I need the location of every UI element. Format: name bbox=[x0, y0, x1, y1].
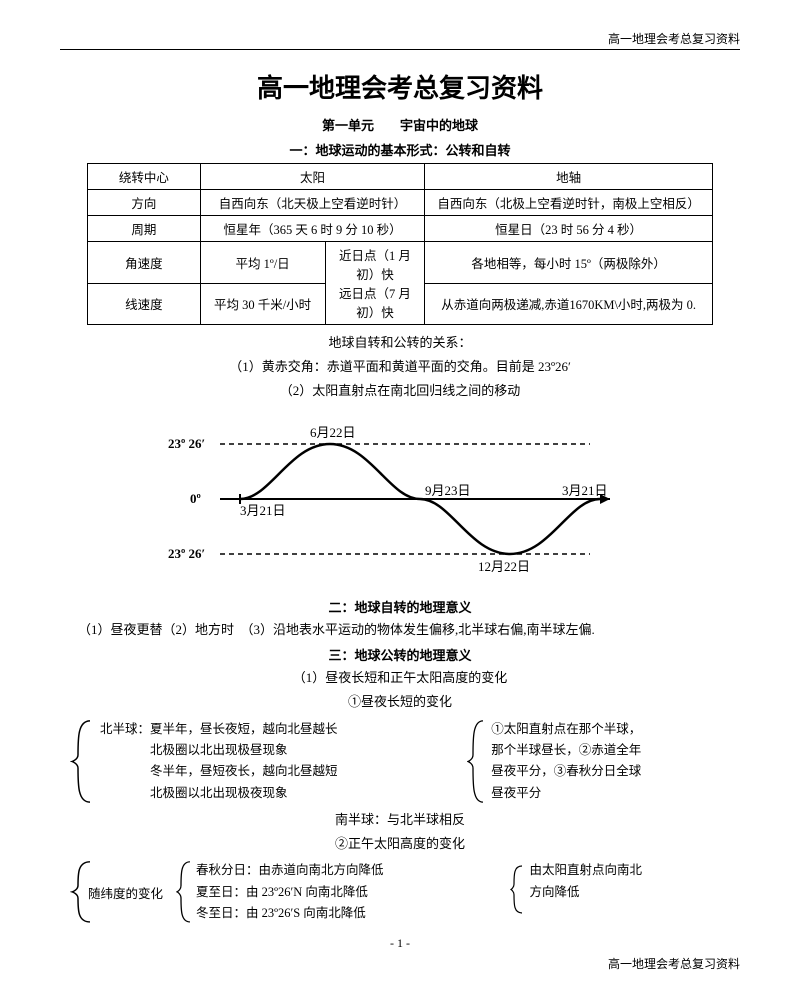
main-title: 高一地理会考总复习资料 bbox=[60, 68, 740, 105]
cell: 线速度 bbox=[88, 283, 200, 325]
table-row: 角速度 平均 1º/日 近日点（1 月初）快 远日点（7 月初）快 各地相等，每… bbox=[88, 242, 713, 284]
cell: 地轴 bbox=[425, 164, 712, 190]
bl1: 北半球：夏半年，昼长夜短，越向北昼越长 bbox=[100, 719, 471, 740]
cell: 周期 bbox=[88, 216, 200, 242]
svg-text:12月22日: 12月22日 bbox=[478, 559, 530, 574]
declination-chart: 23º 26′ 0º 23º 26′ 6月22日 3月21日 9月23日 3月2… bbox=[160, 409, 640, 589]
br3: 昼夜平分，③春秋分日全球 bbox=[491, 761, 740, 782]
south-hemi: 南半球：与北半球相反 bbox=[60, 810, 740, 831]
brace-icon bbox=[70, 719, 96, 804]
svg-text:23º 26′: 23º 26′ bbox=[168, 546, 205, 561]
motion-table: 绕转中心 太阳 地轴 方向 自西向东（北天极上空看逆时针） 自西向东（北极上空看… bbox=[87, 163, 713, 325]
s3-p1: （1）昼夜长短和正午太阳高度的变化 bbox=[60, 668, 740, 689]
section2-title: 二：地球自转的地理意义 bbox=[60, 597, 740, 616]
relation-p2: （2）太阳直射点在南北回归线之间的移动 bbox=[60, 381, 740, 402]
section1-title: 一：地球运动的基本形式：公转和自转 bbox=[60, 140, 740, 159]
noon-altitude-block: 随纬度的变化 春秋分日：由赤道向南北方向降低 夏至日：由 23º26′N 向南北… bbox=[60, 860, 740, 924]
brace-icon bbox=[510, 864, 526, 915]
cell: 恒星日（23 时 56 分 4 秒） bbox=[425, 216, 712, 242]
cell: 角速度 bbox=[88, 242, 200, 284]
cell: 自西向东（北天极上空看逆时针） bbox=[200, 190, 425, 216]
svg-text:3月21日: 3月21日 bbox=[240, 503, 286, 518]
cell: 平均 30 千米/小时 bbox=[200, 283, 325, 325]
br2: 那个半球昼长，②赤道全年 bbox=[491, 740, 740, 761]
brace-icon bbox=[70, 860, 96, 924]
header-right: 高一地理会考总复习资料 bbox=[60, 30, 740, 50]
svg-text:6月22日: 6月22日 bbox=[310, 425, 356, 440]
lead-label: 随纬度的变化 bbox=[88, 883, 178, 902]
b2r2: 方向降低 bbox=[530, 882, 740, 903]
br1: ①太阳直射点在那个半球， bbox=[491, 719, 740, 740]
bl2: 北极圈以北出现极昼现象 bbox=[100, 740, 471, 761]
cell: 从赤道向两极递减,赤道1670KM\小时,两极为 0. bbox=[425, 283, 712, 325]
relation-title: 地球自转和公转的关系： bbox=[60, 333, 740, 354]
cell: 近日点（1 月初）快 远日点（7 月初）快 bbox=[325, 242, 425, 325]
relation-p1: （1）黄赤交角：赤道平面和黄道平面的交角。目前是 23º26′ bbox=[60, 357, 740, 378]
br4: 昼夜平分 bbox=[491, 783, 740, 804]
s3-p2: ①昼夜长短的变化 bbox=[60, 692, 740, 713]
footer-right: 高一地理会考总复习资料 bbox=[60, 955, 740, 972]
b2l3: 冬至日：由 23º26′S 向南北降低 bbox=[196, 903, 512, 924]
table-row: 绕转中心 太阳 地轴 bbox=[88, 164, 713, 190]
cell: 恒星年（365 天 6 时 9 分 10 秒） bbox=[200, 216, 425, 242]
unit-title: 第一单元 宇宙中的地球 bbox=[60, 115, 740, 134]
cell: 平均 1º/日 bbox=[200, 242, 325, 284]
b2r1: 由太阳直射点向南北 bbox=[530, 860, 740, 881]
svg-text:23º 26′: 23º 26′ bbox=[168, 436, 205, 451]
cell: 自西向东（北极上空看逆时针，南极上空相反） bbox=[425, 190, 712, 216]
page-number: - 1 - bbox=[60, 936, 740, 951]
b2l1: 春秋分日：由赤道向南北方向降低 bbox=[196, 860, 512, 881]
svg-text:0º: 0º bbox=[190, 491, 201, 506]
cell: 太阳 bbox=[200, 164, 425, 190]
table-row: 方向 自西向东（北天极上空看逆时针） 自西向东（北极上空看逆时针，南极上空相反） bbox=[88, 190, 713, 216]
b2l2: 夏至日：由 23º26′N 向南北降低 bbox=[196, 882, 512, 903]
cell: 绕转中心 bbox=[88, 164, 200, 190]
table-row: 周期 恒星年（365 天 6 时 9 分 10 秒） 恒星日（23 时 56 分… bbox=[88, 216, 713, 242]
cell: 方向 bbox=[88, 190, 200, 216]
cell: 各地相等，每小时 15º（两极除外） bbox=[425, 242, 712, 284]
svg-text:3月21日: 3月21日 bbox=[562, 483, 608, 498]
bl4: 北极圈以北出现极夜现象 bbox=[100, 783, 471, 804]
bl3: 冬半年，昼短夜长，越向北昼越短 bbox=[100, 761, 471, 782]
svg-text:9月23日: 9月23日 bbox=[425, 483, 471, 498]
section3-title: 三：地球公转的地理意义 bbox=[60, 645, 740, 664]
s3-p3: ②正午太阳高度的变化 bbox=[60, 834, 740, 855]
daylight-block: 北半球：夏半年，昼长夜短，越向北昼越长 北极圈以北出现极昼现象 冬半年，昼短夜长… bbox=[60, 719, 740, 804]
brace-icon bbox=[176, 860, 194, 924]
section2-body: （1）昼夜更替（2）地方时 （3）沿地表水平运动的物体发生偏移,北半球右偏,南半… bbox=[60, 620, 740, 641]
brace-icon bbox=[467, 719, 487, 804]
